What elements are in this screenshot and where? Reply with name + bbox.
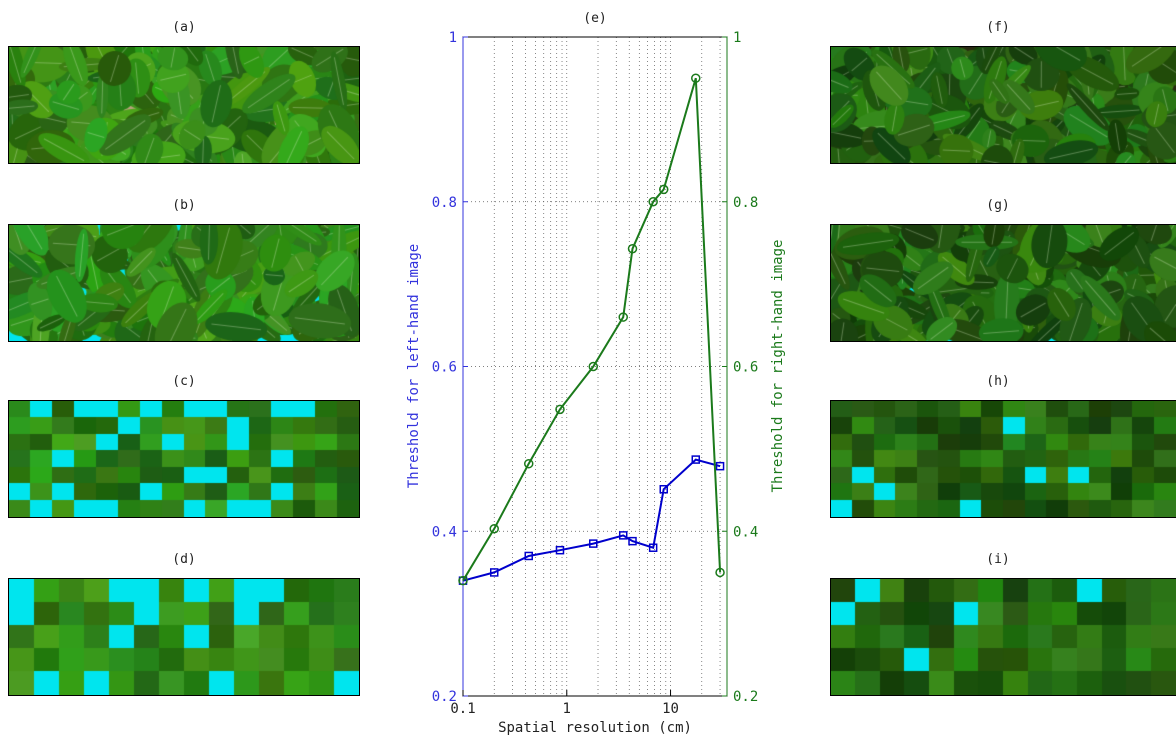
data-point-left <box>715 461 725 471</box>
data-point-left <box>489 568 499 577</box>
data-point-right <box>691 73 701 83</box>
right-y-axis-label: Threshold for right-hand image <box>770 240 786 493</box>
panel-label-b: (b) <box>172 198 196 213</box>
data-point-left <box>628 536 637 546</box>
data-point-right <box>627 243 638 254</box>
x-axis-label: Spatial resolution (cm) <box>498 720 692 736</box>
image-panel-b <box>8 224 360 342</box>
data-point-left <box>589 539 598 548</box>
image-canvas-b <box>9 225 359 341</box>
x-tick-label: 1 <box>563 701 571 717</box>
x-tick-label: 0.1 <box>450 701 475 717</box>
data-point-right <box>618 312 628 322</box>
data-point-right <box>588 361 599 372</box>
right-tick-label: 0.2 <box>733 689 758 705</box>
left-tick-label: 0.4 <box>432 524 457 540</box>
data-point-left <box>691 455 701 464</box>
data-point-right <box>523 458 534 469</box>
data-point-right <box>458 575 468 586</box>
panel-label-f: (f) <box>986 20 1010 35</box>
image-canvas-d <box>9 579 359 695</box>
image-canvas-i <box>831 579 1176 695</box>
panel-label-g: (g) <box>986 198 1010 213</box>
panel-label-h: (h) <box>986 374 1010 389</box>
right-tick-label: 1 <box>733 30 741 46</box>
x-ticks: 0.1 1 10 <box>450 690 679 717</box>
left-tick-label: 0.6 <box>432 360 457 376</box>
left-y-ticks: 0.2 0.4 0.6 0.8 1 <box>432 30 468 705</box>
right-tick-label: 0.6 <box>733 360 758 376</box>
right-tick-label: 0.8 <box>733 195 758 211</box>
image-panel-d <box>8 578 360 696</box>
image-panel-f <box>830 46 1176 164</box>
chart-title: (e) <box>583 11 606 26</box>
image-canvas-f <box>831 47 1176 163</box>
data-point-left <box>648 543 658 552</box>
right-tick-label: 0.4 <box>733 524 758 540</box>
left-y-axis-label: Threshold for left-hand image <box>406 244 422 488</box>
data-point-left <box>555 545 565 555</box>
data-point-left <box>659 484 668 494</box>
image-panel-i <box>830 578 1176 696</box>
data-point-right <box>715 567 725 578</box>
left-tick-label: 0.2 <box>432 689 457 705</box>
chart-grid <box>463 37 727 696</box>
image-panel-g <box>830 224 1176 342</box>
data-point-left <box>618 531 628 540</box>
x-tick-label: 10 <box>662 701 679 717</box>
left-tick-label: 0.8 <box>432 195 457 211</box>
data-point-left <box>524 551 533 561</box>
panel-label-c: (c) <box>172 374 196 389</box>
image-panel-c <box>8 400 360 518</box>
series-line-left <box>462 458 721 582</box>
image-canvas-c <box>9 401 359 517</box>
panel-label-d: (d) <box>172 552 196 567</box>
image-panel-h <box>830 400 1176 518</box>
right-y-ticks: 0.2 0.4 0.6 0.8 1 <box>722 30 758 705</box>
series-line-right <box>462 77 722 582</box>
image-canvas-g <box>831 225 1176 341</box>
image-canvas-h <box>831 401 1176 517</box>
image-panel-a <box>8 46 360 164</box>
series-layer <box>458 73 725 586</box>
data-point-right <box>658 184 669 195</box>
panel-label-a: (a) <box>172 20 196 35</box>
data-point-right <box>555 404 565 415</box>
data-point-right <box>648 197 658 207</box>
left-tick-label: 1 <box>449 30 457 46</box>
data-point-right <box>489 524 499 534</box>
image-canvas-a <box>9 47 359 163</box>
panel-label-i: (i) <box>986 552 1010 567</box>
threshold-chart: 0.2 0.4 0.6 0.8 1 0.2 0.4 0.6 0.8 1 0.1 1 10 (e) S… <box>406 11 786 736</box>
